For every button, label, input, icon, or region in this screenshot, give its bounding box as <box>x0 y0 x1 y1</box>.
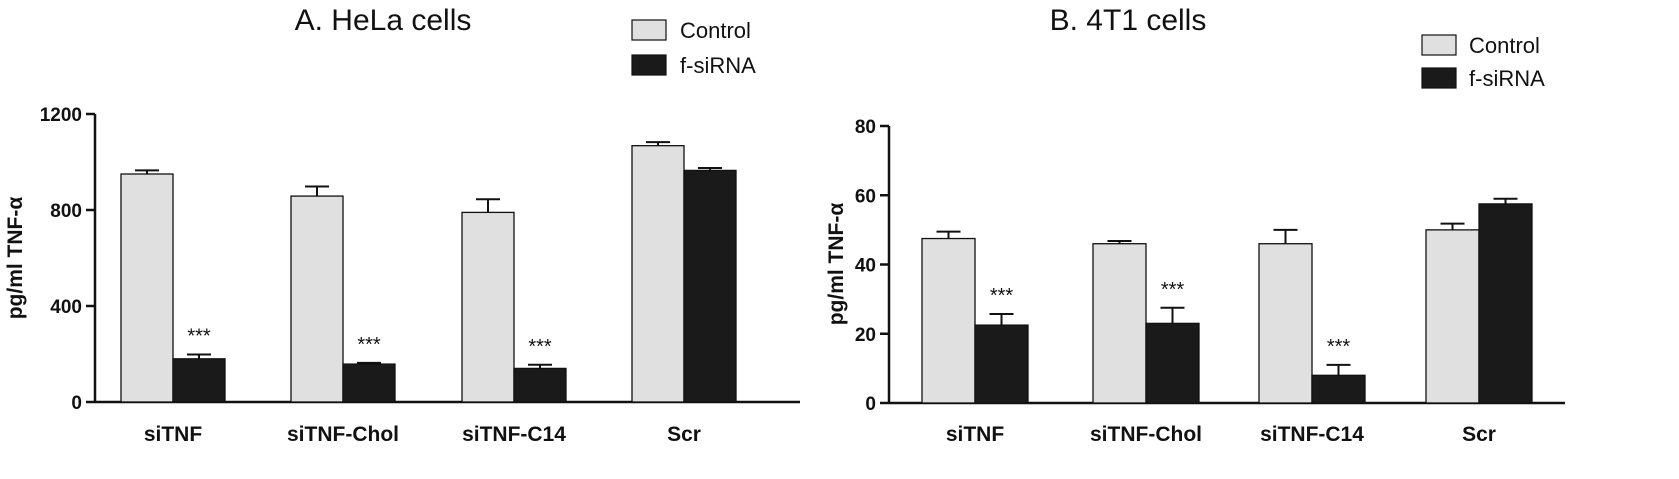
bar-f-sirna-sitnf <box>974 324 1029 404</box>
bars-b: *** *** *** <box>921 197 1533 404</box>
y-tick-label-a: 400 <box>50 297 82 318</box>
chart-title-a: A. HeLa cells <box>295 4 472 37</box>
y-tick-label-b: 20 <box>855 325 876 346</box>
y-tick-label-b: 40 <box>855 256 876 277</box>
legend-swatch-control-a <box>631 19 667 41</box>
y-axis-label-b: pg/ml TNF-α <box>825 203 848 326</box>
bar-f-sirna-sitnf-chol <box>342 363 396 403</box>
bar-f-sirna-sitnf <box>172 358 226 403</box>
bar-f-sirna-sitnf-c14 <box>1311 374 1366 404</box>
legend-a: Control f-siRNA <box>631 18 756 78</box>
y-tick-label-a: 1200 <box>40 105 82 126</box>
bar-control-sitnf <box>120 173 174 403</box>
bar-control-sitnf-c14 <box>461 211 515 403</box>
y-tick-label-b: 0 <box>865 394 876 415</box>
category-label-sitnf: siTNF <box>946 423 1005 446</box>
significance-marker: *** <box>357 334 381 356</box>
bar-f-sirna-scr <box>1478 203 1533 404</box>
chart-panel-hela: A. HeLa cells pg/ml TNF-α 0 400 800 1200 **… <box>4 4 800 446</box>
y-ticks-b: 0 20 40 60 80 <box>855 117 889 415</box>
bar-control-sitnf <box>921 237 976 404</box>
bar-control-sitnf-c14 <box>1258 243 1313 404</box>
y-axis-label-a: pg/ml TNF-α <box>4 197 27 320</box>
bar-control-sitnf-chol <box>290 195 344 403</box>
bar-control-scr <box>1425 229 1480 404</box>
category-label-scr: Scr <box>667 423 701 446</box>
category-label-scr: Scr <box>1462 423 1496 446</box>
bar-f-sirna-scr <box>683 169 737 403</box>
y-ticks-a: 0 400 800 1200 <box>40 105 95 414</box>
significance-marker: *** <box>528 336 552 358</box>
y-tick-label-a: 800 <box>50 201 82 222</box>
y-tick-label-b: 60 <box>855 186 876 207</box>
significance-marker: *** <box>1161 279 1185 301</box>
significance-marker: *** <box>990 285 1014 307</box>
legend-label-fsirna-b: f-siRNA <box>1469 66 1545 91</box>
bars-a: *** *** *** <box>120 141 737 403</box>
significance-marker: *** <box>1327 336 1351 358</box>
bar-control-scr <box>631 145 685 403</box>
chart-title-b: B. 4T1 cells <box>1050 4 1207 37</box>
legend-swatch-fsirna-b <box>1421 67 1457 89</box>
y-tick-label-b: 80 <box>855 117 876 138</box>
bar-f-sirna-sitnf-c14 <box>513 367 567 403</box>
bar-f-sirna-sitnf-chol <box>1145 322 1200 404</box>
category-label-sitnf: siTNF <box>144 423 203 446</box>
legend-swatch-fsirna-a <box>631 54 667 76</box>
y-tick-label-a: 0 <box>71 393 82 414</box>
legend-label-control-a: Control <box>680 18 751 43</box>
category-labels-a: siTNF siTNF-Chol siTNF-C14 Scr <box>144 423 701 446</box>
bar-control-sitnf-chol <box>1092 243 1147 404</box>
legend-b: Control f-siRNA <box>1421 33 1545 91</box>
significance-marker: *** <box>187 325 211 347</box>
category-labels-b: siTNF siTNF-Chol siTNF-C14 Scr <box>946 423 1496 446</box>
category-label-sitnf-c14: siTNF-C14 <box>1260 423 1364 446</box>
category-label-sitnf-chol: siTNF-Chol <box>1090 423 1202 446</box>
legend-swatch-control-b <box>1421 34 1457 56</box>
category-label-sitnf-c14: siTNF-C14 <box>462 423 566 446</box>
category-label-sitnf-chol: siTNF-Chol <box>287 423 399 446</box>
legend-label-control-b: Control <box>1469 33 1540 58</box>
legend-label-fsirna-a: f-siRNA <box>680 53 756 78</box>
